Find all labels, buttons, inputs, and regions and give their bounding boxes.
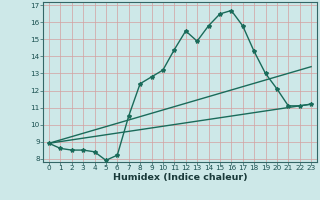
X-axis label: Humidex (Indice chaleur): Humidex (Indice chaleur) [113, 173, 247, 182]
